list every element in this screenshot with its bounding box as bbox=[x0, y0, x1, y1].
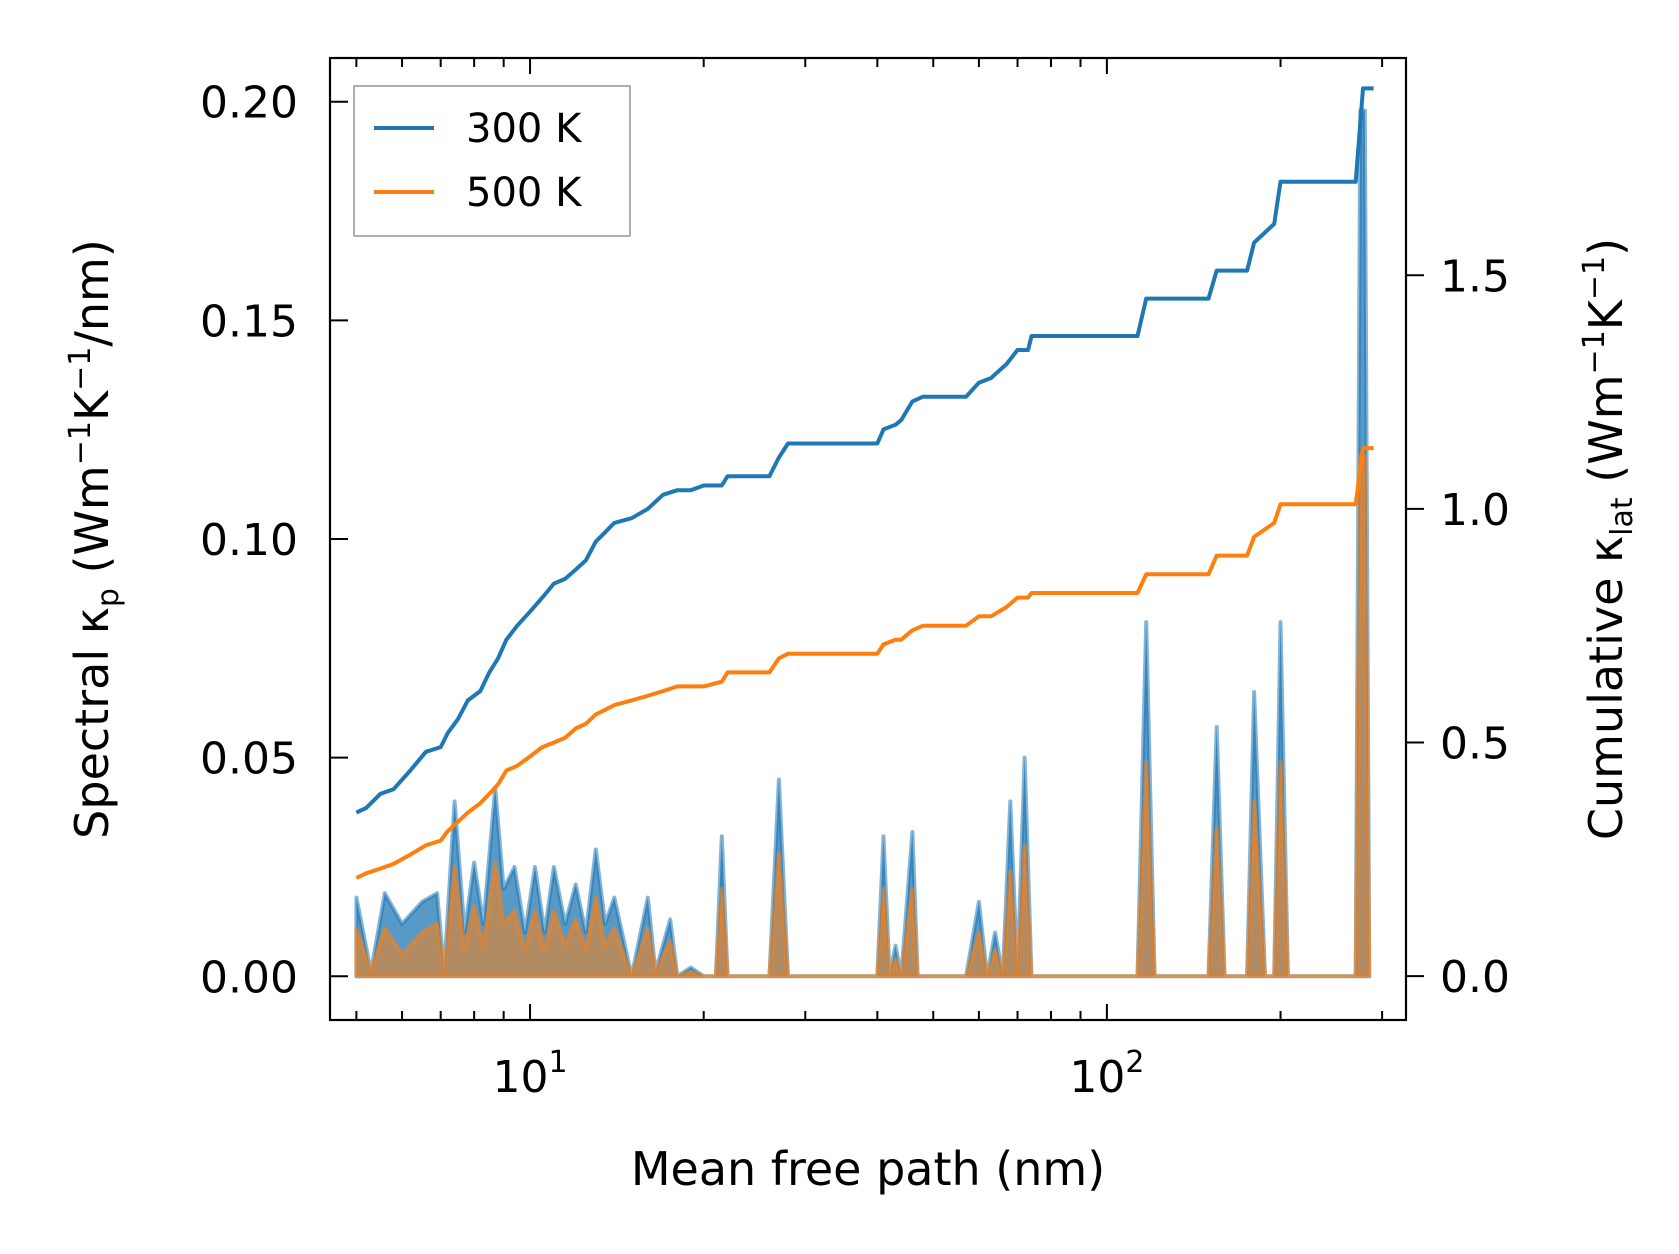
y-right-title-sup-1: −1 bbox=[1577, 330, 1612, 374]
spectral-fill-layer bbox=[354, 108, 1372, 979]
y-left-tick-label-0: 0.00 bbox=[200, 952, 298, 1003]
y-right-title-unit-3: ) bbox=[1579, 238, 1633, 256]
y-left-title-unit-3: /nm) bbox=[65, 239, 119, 346]
legend: 300 K 500 K bbox=[353, 85, 631, 237]
x-tick-base: 10 bbox=[492, 1052, 548, 1103]
y-left-tick-label-3: 0.15 bbox=[200, 296, 298, 347]
spectral-500k-area bbox=[354, 453, 1372, 979]
y-right-title-unit-2: K bbox=[1579, 298, 1633, 330]
y-right-tick-label-0: 0.0 bbox=[1440, 952, 1510, 1003]
legend-label-300k: 300 K bbox=[466, 106, 583, 152]
x-tick-label-1: 102 bbox=[1069, 1045, 1144, 1103]
series-line-layer bbox=[355, 86, 1374, 880]
y-right-title-sup-2: −1 bbox=[1577, 256, 1612, 300]
y-left-title-sub: p bbox=[91, 588, 126, 607]
x-tick-base: 10 bbox=[1069, 1052, 1125, 1103]
legend-label-500k: 500 K bbox=[466, 170, 583, 216]
y-left-title-sup-1: −1 bbox=[63, 421, 98, 465]
y-right-title-main: Cumulative κ bbox=[1579, 536, 1633, 840]
y-right-tick-label-3: 1.5 bbox=[1440, 251, 1510, 302]
y-left-tick-label-2: 0.10 bbox=[200, 515, 298, 566]
x-tick-label-0: 101 bbox=[492, 1045, 567, 1103]
x-axis-title: Mean free path (nm) bbox=[631, 1142, 1105, 1196]
y-left-title-sup-2: −1 bbox=[63, 347, 98, 391]
legend-box bbox=[353, 85, 631, 237]
x-tick-exp: 2 bbox=[1125, 1045, 1144, 1080]
tick-layer bbox=[330, 58, 1424, 1020]
y-left-tick-label-1: 0.05 bbox=[200, 734, 298, 785]
cumulative-500k-line bbox=[355, 446, 1374, 880]
y-left-title-unit-1: (Wm bbox=[65, 465, 119, 588]
y-right-tick-label-2: 1.0 bbox=[1440, 485, 1510, 536]
y-left-title-unit-2: K bbox=[65, 389, 119, 421]
y-right-axis-title: Cumulative κlat (Wm−1K−1) bbox=[1577, 238, 1640, 840]
y-right-tick-label-1: 0.5 bbox=[1440, 718, 1510, 769]
y-left-tick-label-4: 0.20 bbox=[200, 78, 298, 129]
y-left-axis-title: Spectral κp (Wm−1K−1/nm) bbox=[63, 239, 126, 839]
y-right-title-sub: lat bbox=[1605, 497, 1640, 536]
y-right-title-unit-1: (Wm bbox=[1579, 374, 1633, 497]
x-tick-exp: 1 bbox=[548, 1045, 567, 1080]
cumulative-300k-line bbox=[355, 86, 1374, 815]
y-left-title-main: Spectral κ bbox=[65, 607, 119, 839]
